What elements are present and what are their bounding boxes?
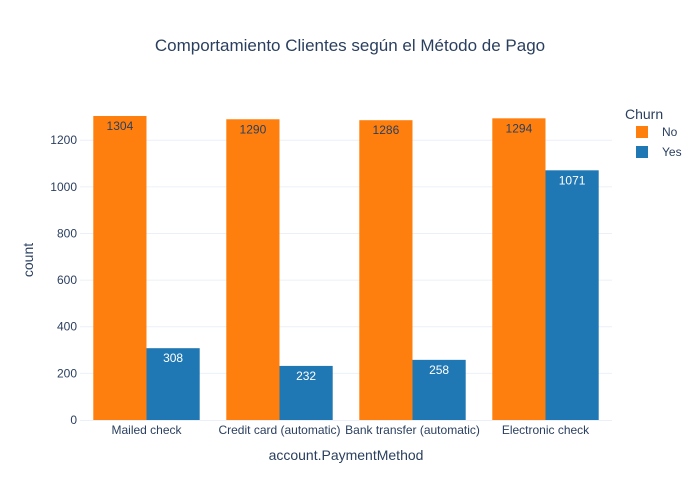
y-tick-label: 200 [57,366,77,380]
x-tick-label: Electronic check [502,423,590,437]
bar-no-1[interactable] [93,115,147,420]
y-tick-label: 600 [57,273,77,287]
x-tick-label: Credit card (automatic) [218,423,340,437]
x-tick-label: Bank transfer (automatic) [345,423,480,437]
chart-title: Comportamiento Clientes según el Método … [155,36,545,55]
legend[interactable]: Churn No Yes [625,106,682,159]
bar-yes-4[interactable] [545,170,599,420]
data-labels: 1304 308 1290 232 1286 258 1294 1071 [107,119,586,383]
data-label-yes: 308 [163,351,183,365]
x-axis-title: account.PaymentMethod [269,447,424,463]
legend-title: Churn [625,106,663,122]
bar-yes-3[interactable] [412,359,466,420]
legend-swatch-no[interactable] [636,126,648,138]
legend-label-no[interactable]: No [662,125,678,139]
bar-yes-2[interactable] [279,365,333,420]
bar-no-3[interactable] [359,120,413,420]
y-axis-title: count [20,243,36,277]
data-label-yes: 1071 [559,173,586,187]
y-tick-label: 1000 [50,180,77,194]
x-tick-label: Mailed check [111,423,182,437]
data-label-yes: 232 [296,369,316,383]
data-label-no: 1286 [373,123,400,137]
bars [93,115,599,421]
y-tick-label: 0 [70,413,77,427]
legend-swatch-yes[interactable] [636,146,648,158]
data-label-no: 1294 [506,121,533,135]
data-label-no: 1304 [107,119,134,133]
axes: 0 200 400 600 800 1000 1200 Mailed check Credit … [50,133,612,437]
bar-no-2[interactable] [226,119,280,420]
bar-no-4[interactable] [492,118,546,421]
bar-yes-1[interactable] [146,348,200,420]
y-tick-label: 1200 [50,133,77,147]
y-tick-label: 400 [57,320,77,334]
data-label-yes: 258 [429,363,449,377]
data-label-no: 1290 [240,122,267,136]
y-tick-label: 800 [57,226,77,240]
legend-label-yes[interactable]: Yes [662,145,682,159]
